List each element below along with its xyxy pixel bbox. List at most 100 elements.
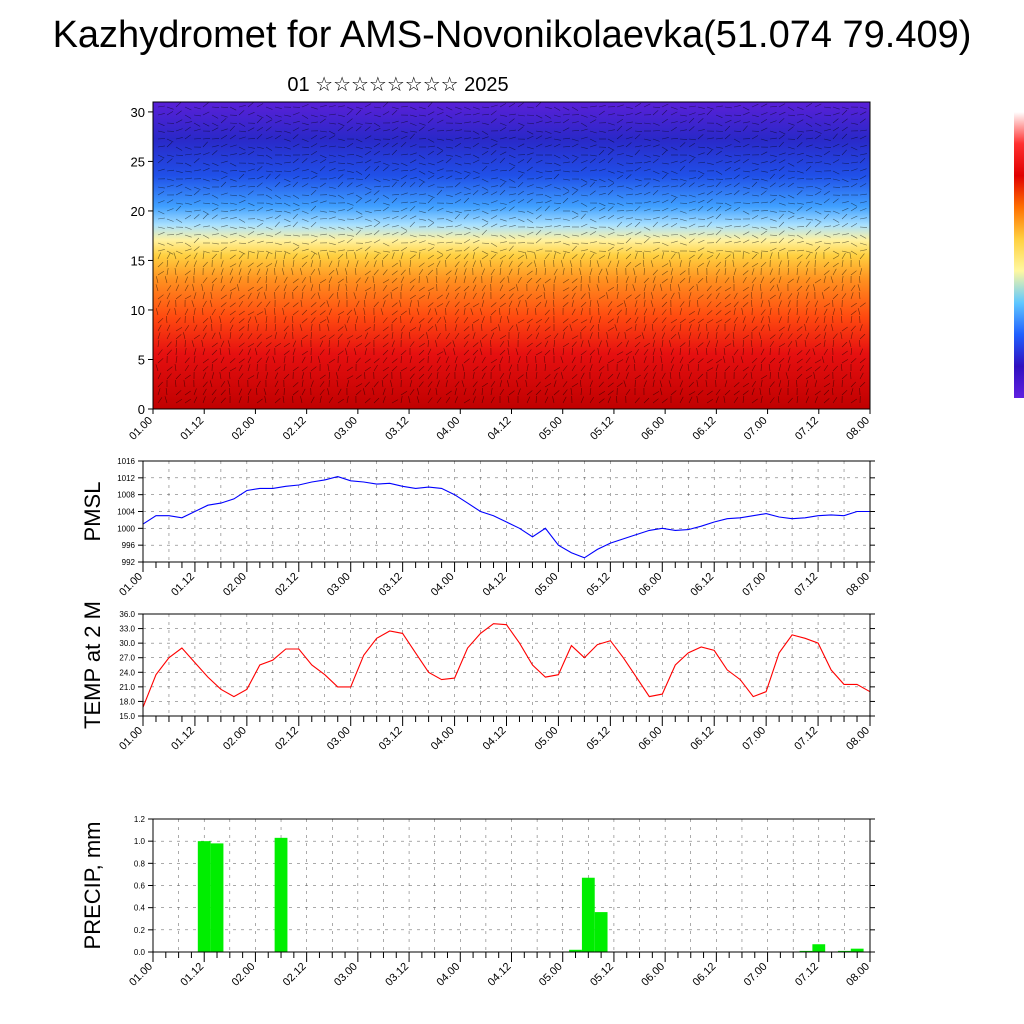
wind-barb <box>661 234 669 237</box>
wind-barb <box>499 254 507 260</box>
x-tick-label: 07.00 <box>742 961 770 989</box>
wind-barb <box>679 114 687 117</box>
wind-barb <box>166 184 174 188</box>
wind-barb <box>175 242 184 244</box>
wind-barb <box>661 162 669 165</box>
wind-barb <box>292 356 295 364</box>
wind-barb <box>310 175 318 180</box>
wind-barb <box>300 300 303 308</box>
wind-barb <box>796 130 804 133</box>
wind-barb <box>517 210 525 213</box>
wind-barb <box>382 326 389 332</box>
wind-barb <box>184 114 192 119</box>
wind-barb <box>589 259 591 268</box>
wind-barb <box>283 154 291 157</box>
wind-barb <box>202 277 208 284</box>
wind-barb <box>337 226 345 230</box>
wind-barb <box>247 292 252 300</box>
wind-barb <box>399 260 402 268</box>
wind-barb <box>742 175 750 180</box>
wind-barb <box>805 380 809 388</box>
wind-barb <box>670 170 678 174</box>
wind-barb <box>508 178 516 183</box>
wind-barb <box>310 331 312 340</box>
wind-barb <box>778 316 782 324</box>
wind-barb <box>157 210 165 215</box>
wind-barb <box>778 251 780 260</box>
wind-barb <box>760 339 762 348</box>
wind-barb <box>274 380 279 388</box>
wind-barb <box>724 294 731 300</box>
wind-barb <box>319 396 322 404</box>
wind-barb <box>193 106 201 110</box>
wind-barb <box>373 292 376 300</box>
wind-barb <box>381 380 384 388</box>
wind-barb <box>670 121 678 124</box>
wind-barb <box>166 324 171 332</box>
wind-barb <box>238 130 247 133</box>
wind-barb <box>526 308 529 316</box>
wind-barb <box>607 301 613 308</box>
wind-barb <box>823 276 826 284</box>
wind-barb <box>310 302 317 308</box>
wind-barb <box>382 242 390 247</box>
wind-barb <box>328 216 336 220</box>
wind-barb <box>814 308 817 316</box>
wind-barb <box>679 277 686 284</box>
wind-barb <box>364 358 371 364</box>
wind-barb <box>436 112 444 116</box>
wind-barb <box>823 146 832 148</box>
wind-barb <box>832 355 834 364</box>
wind-barb <box>679 396 684 404</box>
wind-barb <box>354 348 357 356</box>
wind-barb <box>508 325 514 332</box>
wind-barb <box>210 292 213 300</box>
wind-barb <box>832 106 840 110</box>
wind-barb <box>544 170 553 172</box>
wind-barb <box>643 103 651 108</box>
wind-barb <box>211 349 218 356</box>
x-tick-label: 05.00 <box>533 571 561 599</box>
wind-barb <box>184 339 186 348</box>
temp-panel: 15.018.021.024.027.030.033.036.001.00 01.… <box>80 601 875 753</box>
wind-barb <box>220 225 228 228</box>
wind-barb <box>202 388 207 396</box>
wind-barb <box>247 209 255 212</box>
wind-barb <box>625 261 632 268</box>
wind-barb <box>490 276 493 284</box>
wind-barb <box>229 268 233 276</box>
wind-barb <box>391 231 399 236</box>
wind-barb <box>598 255 606 260</box>
wind-barb <box>760 127 768 132</box>
wind-barb <box>301 255 309 260</box>
wind-barb <box>463 186 471 190</box>
wind-barb <box>472 176 480 180</box>
wind-barb <box>299 324 303 332</box>
wind-barb <box>283 364 286 372</box>
wind-barb <box>625 174 632 180</box>
wind-barb <box>589 138 597 143</box>
wind-barb <box>643 300 646 308</box>
precip-bar <box>850 948 864 952</box>
x-tick-label: 06.12 <box>688 571 716 599</box>
wind-barb <box>327 324 330 332</box>
wind-barb <box>562 186 570 191</box>
wind-barb <box>652 154 660 157</box>
wind-barb <box>202 193 210 196</box>
wind-barb <box>724 166 732 172</box>
wind-barb <box>202 178 210 182</box>
wind-barb <box>607 382 614 388</box>
wind-barb <box>409 331 411 340</box>
wind-barb <box>859 208 867 212</box>
wind-barb <box>535 201 543 204</box>
wind-barb <box>220 234 228 238</box>
wind-barb <box>220 294 227 300</box>
wind-barb <box>247 138 256 140</box>
wind-barb <box>454 276 458 284</box>
y-tick-label: 996 <box>122 541 136 550</box>
wind-barb <box>175 339 177 348</box>
wind-barb <box>706 233 714 236</box>
wind-barb <box>364 146 372 149</box>
wind-barb <box>391 127 399 132</box>
wind-barb <box>454 213 461 220</box>
